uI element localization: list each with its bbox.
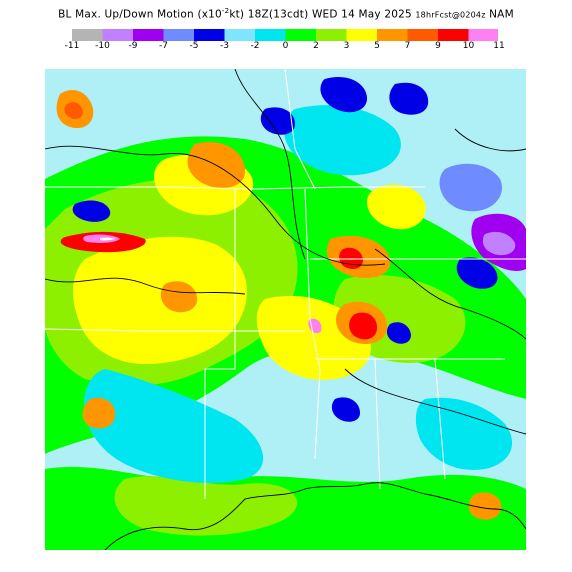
- legend-tick-label: 10: [462, 41, 475, 51]
- state-boundary-line: [434, 358, 446, 480]
- field-blue-region: [331, 397, 360, 422]
- color-legend-ticks: -11 -10 -9 -7 -5 -3 -2 0 2 3 5 7 9 10 11: [0, 41, 572, 55]
- title-main: BL Max. Up/Down Motion (x10: [58, 8, 222, 21]
- field-cyan-region: [84, 369, 264, 484]
- legend-color-box: [194, 29, 225, 41]
- legend-color-box: [316, 29, 347, 41]
- field-orange-region: [82, 397, 116, 429]
- field-red-region: [349, 312, 378, 340]
- state-boundary-line: [374, 358, 381, 490]
- legend-color-box: [72, 29, 103, 41]
- map-svg: [45, 69, 526, 550]
- legend-color-box: [377, 29, 408, 41]
- county-boundary-line: [344, 368, 526, 435]
- motion-map: [45, 69, 526, 550]
- county-boundary-line: [45, 145, 386, 266]
- gulf-coastline: [104, 482, 526, 550]
- county-boundary-line: [45, 277, 246, 295]
- field-blue-region: [72, 200, 111, 222]
- legend-tick-label: 0: [282, 41, 289, 51]
- county-lines: [45, 69, 526, 435]
- field-cyan-region: [415, 397, 513, 470]
- title-model: NAM: [485, 8, 514, 21]
- field-blue-region: [389, 82, 429, 115]
- field-orange-region: [160, 281, 198, 313]
- field-lavender-region: [482, 231, 516, 256]
- legend-color-box: [285, 29, 316, 41]
- field-blue-region: [320, 77, 368, 113]
- field-red-orange-region: [64, 102, 83, 120]
- legend-tick-label: 2: [313, 41, 319, 51]
- legend-tick-label: -2: [250, 41, 260, 51]
- title-rest: kt) 18Z(13cdt) WED 14 May 2025: [229, 8, 416, 21]
- state-boundary-line: [45, 186, 425, 190]
- county-boundary-line: [234, 69, 306, 260]
- field-light-blue-region: [439, 163, 503, 212]
- county-boundary-line: [374, 248, 526, 340]
- legend-color-box: [102, 29, 133, 41]
- field-blue-region: [386, 322, 411, 344]
- state-boundaries: [45, 69, 526, 499]
- legend-color-box: [133, 29, 164, 41]
- legend-tick-label: -11: [64, 41, 80, 51]
- state-boundary-line: [304, 188, 321, 460]
- field-orange-region: [468, 492, 502, 520]
- legend-tick-label: 3: [343, 41, 350, 51]
- field-layer: [45, 77, 526, 550]
- legend-color-box: [468, 29, 498, 41]
- field-lime-region: [114, 476, 298, 536]
- legend-color-box: [255, 29, 286, 41]
- state-boundary-line: [45, 328, 305, 332]
- county-boundary-line: [454, 128, 526, 152]
- state-boundary-line: [204, 189, 236, 499]
- field-cyan-region: [283, 105, 401, 176]
- legend-tick-label: -7: [159, 41, 168, 51]
- legend-color-box: [163, 29, 194, 41]
- field-blue-region: [260, 107, 295, 135]
- legend-color-box: [346, 29, 377, 41]
- legend-tick-label: 5: [374, 41, 380, 51]
- legend-tick-label: -10: [95, 41, 110, 51]
- field-blue-region: [456, 257, 498, 289]
- color-legend-bar: [72, 29, 498, 41]
- title-exponent: -2: [221, 7, 230, 15]
- legend-color-box: [407, 29, 438, 41]
- legend-color-box: [224, 29, 255, 41]
- legend-color-box: [438, 29, 469, 41]
- field-white-region: [100, 237, 115, 241]
- legend-tick-label: -5: [189, 41, 199, 51]
- legend-tick-label: 11: [493, 41, 505, 51]
- legend-tick-label: -3: [220, 41, 229, 51]
- map-title: BL Max. Up/Down Motion (x10-2kt) 18Z(13c…: [0, 7, 572, 21]
- state-boundary-line: [284, 69, 316, 190]
- legend-tick-label: 7: [404, 41, 411, 51]
- field-yellow-region: [73, 236, 247, 364]
- field-yellow-region: [367, 184, 426, 230]
- title-forecast-time: 18hrFcst@0204z: [415, 10, 486, 20]
- legend-tick-label: 9: [435, 41, 441, 51]
- legend-tick-label: -9: [128, 41, 138, 51]
